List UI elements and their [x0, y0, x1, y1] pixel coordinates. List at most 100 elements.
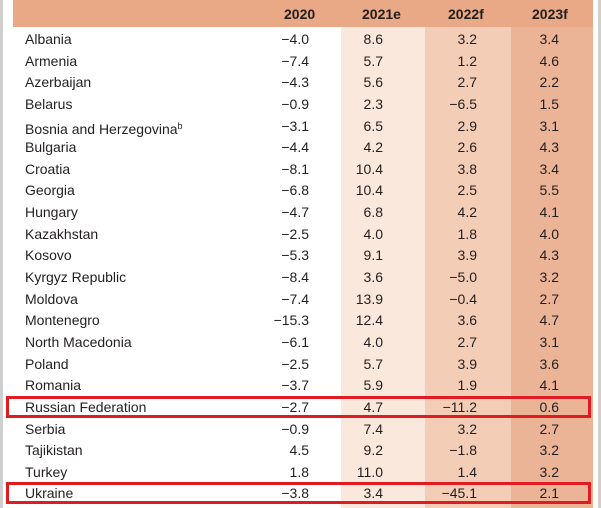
value-2023f: 5.5 [539, 182, 559, 199]
value-2023f: 3.2 [539, 269, 559, 286]
country-label: Armenia [25, 52, 78, 69]
column-band-2023f [511, 0, 593, 508]
value-2020: −4.0 [281, 31, 309, 47]
country-name: Bosnia and Herzegovinab [25, 116, 183, 141]
value-2021e: 7.4 [363, 420, 383, 437]
country-label: Montenegro [25, 312, 100, 329]
table-row: Montenegro −15.3 12.4 3.6 4.7 [3, 310, 601, 332]
country-name: Kosovo [25, 245, 72, 267]
country-label: Serbia [25, 420, 66, 437]
value-2022f: 3.9 [457, 247, 477, 264]
value-2021e: 12.4 [355, 312, 383, 329]
country-name: Hungary [25, 202, 78, 224]
value-2021e: 9.2 [363, 442, 383, 459]
table-row: Serbia −0.9 7.4 3.2 2.7 [3, 419, 601, 441]
value-2021e: 9.1 [363, 247, 383, 264]
country-name: Tajikistan [25, 440, 83, 462]
table-row: Georgia −6.8 10.4 2.5 5.5 [3, 180, 601, 202]
table-header: 2020 2021e 2022f 2023f [13, 0, 593, 27]
value-2020: −4.3 [281, 74, 309, 91]
column-band-2022f [425, 0, 511, 508]
value-2021e: 5.7 [363, 52, 383, 69]
value-2022f: 3.8 [457, 160, 477, 177]
country-label: Ukraine [25, 485, 74, 502]
value-2022f: 3.9 [457, 355, 477, 372]
country-name: North Macedonia [25, 332, 132, 354]
table-row: Tajikistan 4.5 9.2 −1.8 3.2 [3, 440, 601, 462]
footnote-marker: b [177, 120, 183, 131]
header-2023f: 2023f [532, 6, 568, 22]
country-label: Moldova [25, 290, 78, 307]
country-name: Ukraine [25, 483, 73, 505]
value-2023f: 2.2 [539, 74, 559, 91]
value-2022f: −11.2 [442, 398, 477, 415]
value-2023f: 0.6 [539, 398, 559, 415]
value-2022f: −45.1 [441, 485, 477, 502]
country-name: Georgia [25, 180, 75, 202]
value-2023f: 1.5 [539, 95, 559, 112]
value-2022f: 2.9 [457, 117, 477, 134]
value-2022f: 2.7 [457, 333, 477, 350]
value-2020: 1.8 [289, 463, 309, 480]
value-2021e: 3.6 [363, 269, 383, 286]
table-row: Kyrgyz Republic −8.4 3.6 −5.0 3.2 [3, 267, 601, 289]
value-2020: −4.7 [281, 204, 309, 221]
value-2020: −3.8 [281, 485, 309, 502]
country-label: Azerbaijan [25, 74, 92, 91]
header-2022f: 2022f [448, 6, 484, 22]
value-2023f: 4.6 [539, 52, 559, 69]
country-label: Georgia [25, 182, 75, 199]
value-2021e: 4.0 [363, 333, 383, 350]
table-row: Armenia −7.4 5.7 1.2 4.6 [3, 51, 601, 73]
table-row: Bosnia and Herzegovinab −3.1 6.5 2.9 3.1 [3, 116, 601, 138]
table-row: Moldova −7.4 13.9 −0.4 2.7 [3, 289, 601, 311]
country-name: Kazakhstan [25, 224, 98, 246]
table-row: Kosovo −5.3 9.1 3.9 4.3 [3, 245, 601, 267]
value-2022f: 1.2 [457, 52, 477, 69]
table-body: Albania −4.0 8.6 3.2 3.4 Armenia −7.4 5.7 1.2 4.6… [3, 29, 601, 505]
value-2021e: 6.8 [363, 204, 383, 221]
country-label: Tajikistan [25, 442, 83, 459]
country-name: Romania [25, 375, 81, 397]
value-2023f: 4.0 [539, 225, 559, 242]
value-2020: −7.4 [281, 52, 309, 69]
table-row: Kazakhstan −2.5 4.0 1.8 4.0 [3, 224, 601, 246]
country-label: Poland [25, 355, 69, 372]
value-2020: −3.7 [281, 377, 309, 394]
value-2021e: 6.5 [363, 117, 383, 134]
country-label: Albania [25, 31, 72, 47]
value-2020: 4.5 [289, 442, 309, 459]
value-2023f: 4.3 [539, 247, 559, 264]
value-2020: −6.8 [281, 182, 309, 199]
table-row: Poland −2.5 5.7 3.9 3.6 [3, 354, 601, 376]
value-2022f: 3.2 [457, 420, 477, 437]
value-2021e: 5.6 [363, 74, 383, 91]
country-label: Kosovo [25, 247, 72, 264]
country-name: Croatia [25, 159, 70, 181]
table-row: Hungary −4.7 6.8 4.2 4.1 [3, 202, 601, 224]
country-label: Bosnia and Herzegovina [25, 120, 178, 137]
value-2023f: 3.1 [539, 333, 559, 350]
value-2022f: 2.6 [457, 139, 477, 156]
value-2020: −8.1 [281, 160, 309, 177]
table-row: Croatia −8.1 10.4 3.8 3.4 [3, 159, 601, 181]
value-2022f: 4.2 [457, 204, 477, 221]
country-label: North Macedonia [25, 333, 132, 350]
country-label: Croatia [25, 160, 71, 177]
value-2021e: 8.6 [363, 31, 383, 47]
value-2022f: 1.8 [457, 225, 477, 242]
table-row: Ukraine −3.8 3.4 −45.1 2.1 [3, 483, 601, 505]
value-2023f: 4.7 [539, 312, 559, 329]
value-2020: −0.9 [281, 420, 309, 437]
table-row: Azerbaijan −4.3 5.6 2.7 2.2 [3, 72, 601, 94]
country-label: Bulgaria [25, 139, 77, 156]
value-2022f: −5.0 [449, 269, 477, 286]
country-label: Hungary [25, 204, 78, 221]
value-2020: −2.7 [281, 398, 309, 415]
table-row: Turkey 1.8 11.0 1.4 3.2 [3, 462, 601, 484]
country-label: Kyrgyz Republic [25, 269, 127, 286]
value-2023f: 2.7 [539, 290, 559, 307]
value-2020: −5.3 [281, 247, 309, 264]
value-2020: −2.5 [281, 225, 309, 242]
value-2020: −15.3 [273, 312, 309, 329]
